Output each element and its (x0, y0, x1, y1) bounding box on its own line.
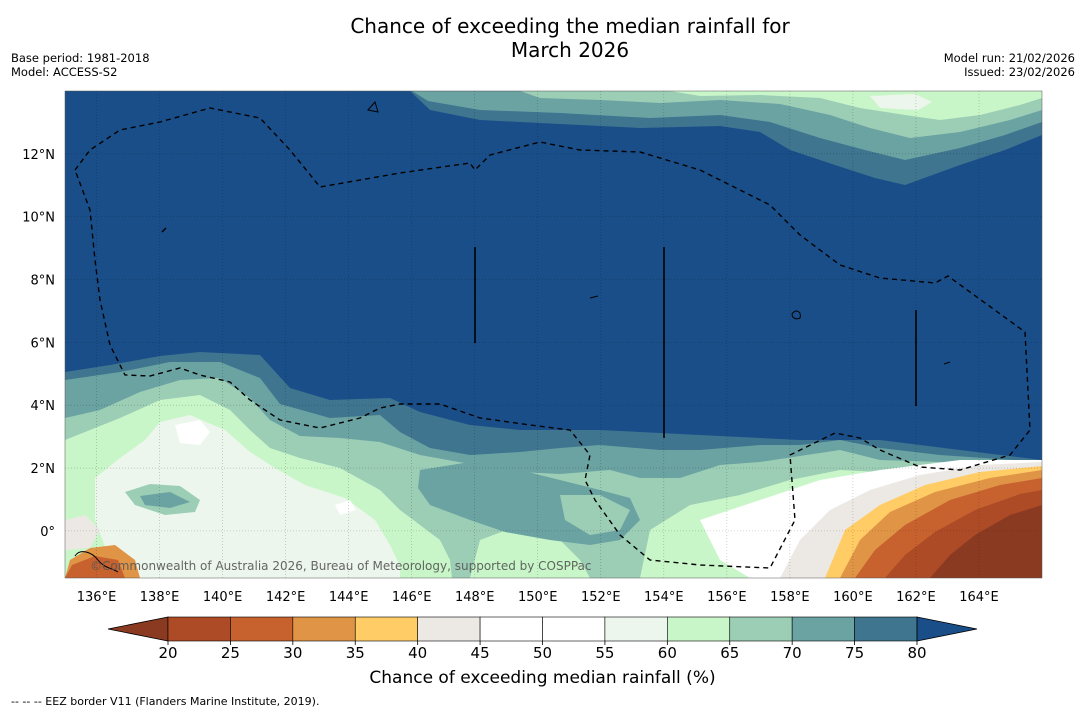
colorbar-extend-low (107, 616, 169, 642)
title-line-2: March 2026 (510, 38, 630, 62)
north-band-55 (870, 94, 932, 110)
y-tick-label: 2°N (31, 462, 56, 477)
x-tick-label: 136°E (77, 590, 117, 605)
sw-corner-dry-2 (65, 556, 125, 578)
colorbar-tick-label: 30 (283, 644, 302, 662)
colorbar-segment (791, 616, 855, 642)
colorbar-tick-label: 20 (158, 644, 177, 662)
x-tick-label: 138°E (140, 590, 180, 605)
colorbar-segment (542, 616, 606, 642)
colorbar-segment (479, 616, 543, 642)
y-tick-label: 0° (40, 525, 55, 540)
colorbar-segment (604, 616, 668, 642)
x-tick-label: 162°E (896, 590, 936, 605)
colorbar-tick-label: 50 (533, 644, 552, 662)
colorbar-tick-label: 60 (658, 644, 677, 662)
colorbar-segment (354, 616, 418, 642)
sw-corner-dry-3 (65, 515, 100, 550)
north-band-60 (670, 91, 1042, 120)
colorbar-tick-label: 25 (221, 644, 240, 662)
colorbar-segment (167, 616, 231, 642)
y-tick-label: 4°N (31, 399, 56, 414)
attribution: ©Commonwealth of Australia 2026, Bureau … (90, 559, 592, 573)
left-metadata: Base period: 1981-2018 Model: ACCESS-S2 (11, 51, 150, 79)
colorbar-segment (417, 616, 481, 642)
colorbar-tick-label: 55 (595, 644, 614, 662)
colorbar-segment (854, 616, 918, 642)
colorbar-segment (292, 616, 356, 642)
colorbar-tick-label: 75 (845, 644, 864, 662)
model-label: Model: ACCESS-S2 (11, 65, 118, 79)
white-patch (175, 420, 210, 445)
colorbar-segment (667, 616, 731, 642)
colorbar-tick-label: 35 (346, 644, 365, 662)
right-metadata: Model run: 21/02/2026 Issued: 23/02/2026 (944, 51, 1075, 79)
eez-footnote: -- -- -- EEZ border V11 (Flanders Marine… (11, 695, 320, 708)
x-tick-label: 164°E (959, 590, 999, 605)
colorbar-segment (230, 616, 294, 642)
y-tick-label: 10°N (22, 211, 55, 226)
colorbar-tick-label: 80 (907, 644, 926, 662)
x-tick-label: 158°E (770, 590, 810, 605)
map-title: Chance of exceeding the median rainfall … (0, 14, 1085, 62)
southwest-inner-70 (140, 492, 190, 508)
x-tick-label: 144°E (329, 590, 369, 605)
island-markers (74, 100, 951, 573)
colorbar-tick-label: 70 (783, 644, 802, 662)
east-65-patch (560, 495, 630, 535)
southwest-55 (95, 415, 400, 578)
colorbar-tick-label: 65 (720, 644, 739, 662)
title-line-1: Chance of exceeding the median rainfall … (350, 14, 790, 38)
colorbar-segment (729, 616, 793, 642)
x-tick-label: 142°E (266, 590, 306, 605)
x-tick-label: 156°E (707, 590, 747, 605)
x-tick-label: 160°E (833, 590, 873, 605)
y-tick-label: 8°N (31, 274, 56, 289)
colorbar-title: Chance of exceeding median rainfall (%) (369, 668, 716, 688)
x-tick-label: 154°E (644, 590, 684, 605)
x-tick-label: 148°E (455, 590, 495, 605)
colorbar-tick-label: 45 (471, 644, 490, 662)
white-patch-2 (335, 500, 356, 515)
x-tick-label: 150°E (518, 590, 558, 605)
y-axis-ticks: 12°N 10°N 8°N 6°N 4°N 2°N 0° (22, 148, 55, 540)
colorbar: 20 25 30 35 40 45 50 55 60 65 70 75 80 (107, 616, 978, 662)
x-tick-label: 140°E (203, 590, 243, 605)
gridlines (65, 91, 1042, 578)
eez-border (74, 107, 1031, 569)
x-axis-ticks: 136°E 138°E 140°E 142°E 144°E 146°E 148°E 150°E… (77, 590, 999, 605)
southeast-20 (930, 505, 1042, 578)
plot-frame (64, 90, 1043, 579)
map-plot-area (65, 91, 1042, 578)
issued-label: Issued: 23/02/2026 (964, 65, 1075, 79)
model-run-label: Model run: 21/02/2026 (943, 51, 1075, 65)
x-tick-label: 146°E (392, 590, 432, 605)
colorbar-tick-label: 40 (408, 644, 427, 662)
x-tick-label: 152°E (581, 590, 621, 605)
y-tick-label: 6°N (31, 336, 56, 351)
y-tick-label: 12°N (22, 148, 55, 163)
base-period-label: Base period: 1981-2018 (11, 51, 150, 65)
colorbar-extend-high (916, 616, 978, 642)
